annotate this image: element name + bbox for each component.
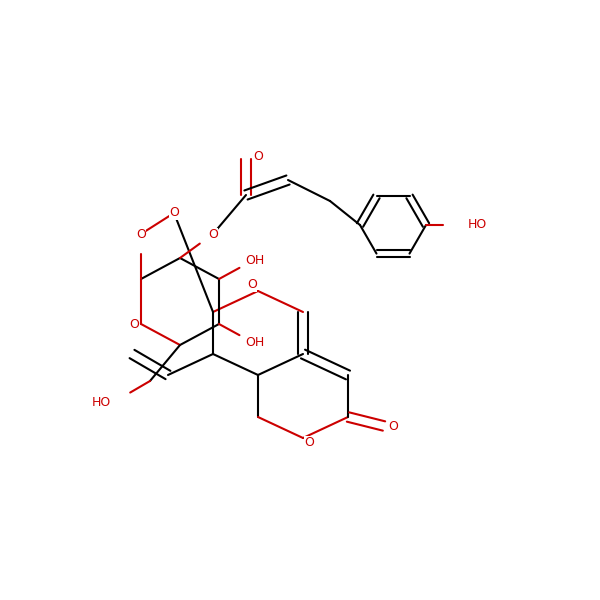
Text: O: O <box>169 206 179 220</box>
Text: HO: HO <box>468 218 487 232</box>
Text: O: O <box>253 149 263 163</box>
Text: HO: HO <box>92 395 111 409</box>
Text: O: O <box>304 436 314 449</box>
Text: O: O <box>129 317 139 331</box>
Text: O: O <box>247 278 257 292</box>
Text: OH: OH <box>245 254 265 268</box>
Text: OH: OH <box>245 335 265 349</box>
Text: O: O <box>208 227 218 241</box>
Text: O: O <box>136 227 146 241</box>
Text: O: O <box>388 419 398 433</box>
